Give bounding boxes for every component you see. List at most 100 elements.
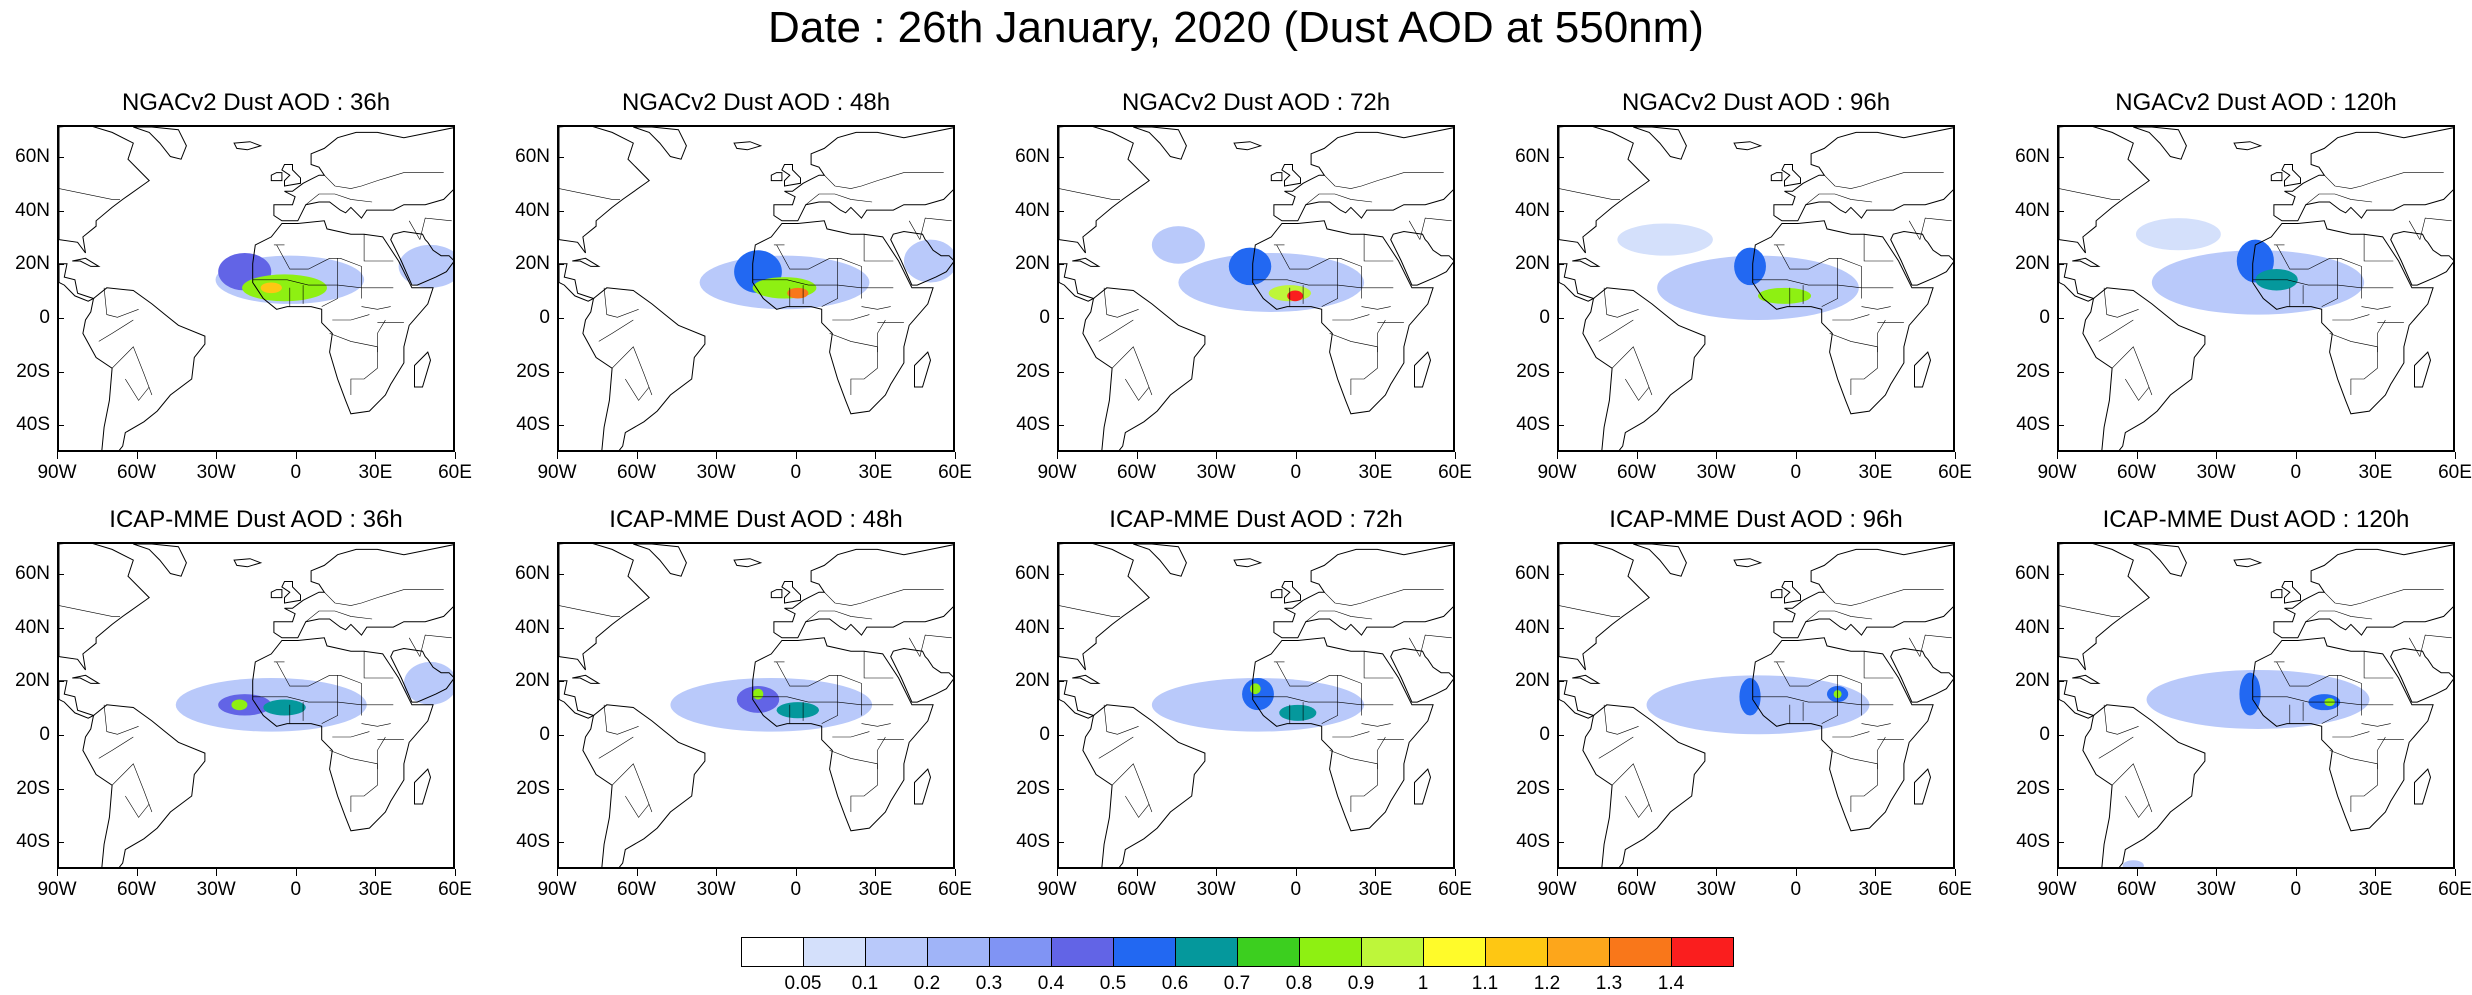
country-border	[805, 610, 873, 622]
country-border	[321, 258, 338, 307]
coastline-britain	[281, 164, 301, 187]
map-panel: ICAP-MME Dust AOD : 96h 60N 40N 20N 0 20S 40S 9…	[1500, 505, 1972, 925]
coastline-africa	[752, 220, 934, 415]
country-border	[2377, 736, 2386, 770]
country-border	[59, 605, 120, 617]
coastline-iceland	[733, 141, 763, 151]
country-border	[1125, 795, 1150, 818]
x-tick-label: 30W	[2196, 462, 2236, 483]
panel-title: ICAP-MME Dust AOD : 96h	[1609, 506, 1903, 533]
dust-plume	[1617, 223, 1713, 256]
dust-plumes	[1617, 223, 1859, 320]
x-tick-mark	[1295, 869, 1297, 876]
x-tick-label: 90W	[37, 462, 77, 483]
x-tick-label: 60E	[2438, 462, 2472, 483]
y-tick-mark	[2057, 317, 2064, 319]
x-tick-mark	[875, 452, 877, 459]
colorbar-label: 1.4	[1657, 973, 1685, 994]
y-tick-label: 20N	[2015, 253, 2050, 275]
y-tick-mark	[1057, 842, 1064, 844]
colorbar-label: 1.1	[1471, 973, 1499, 994]
country-border	[329, 750, 378, 812]
x-tick-mark	[1557, 452, 1558, 459]
country-border	[1598, 736, 1634, 759]
coastline-madagascar	[1914, 351, 1932, 388]
y-tick-mark	[1557, 264, 1564, 266]
coastline-europe	[773, 544, 953, 639]
country-border	[2419, 217, 2452, 240]
coastline-britain	[1781, 581, 1801, 604]
y-tick-label: 20S	[2016, 360, 2050, 382]
coastline-arabia	[1890, 647, 1953, 703]
y-tick-label: 0	[1539, 723, 1550, 745]
y-tick-label: 20S	[1516, 777, 1550, 799]
x-tick-label: 60W	[117, 879, 157, 900]
coastline-britain	[2281, 581, 2301, 604]
colorbar-label: 0.5	[1099, 973, 1127, 994]
country-border	[125, 378, 150, 401]
country-border	[408, 220, 421, 240]
dust-plumes	[1646, 675, 1870, 735]
y-tick-label: 40S	[516, 414, 550, 436]
y-tick-label: 60N	[515, 146, 550, 168]
colorbar-label: 1	[1417, 973, 1429, 994]
coastline-north-america	[2059, 544, 2150, 671]
country-border	[332, 314, 370, 321]
colorbar: 0.05 0.1 0.2 0.3 0.4 0.5 0.6 0.7 0.8 0.9 1 1.1 1.2 1.…	[741, 937, 1734, 994]
figure-title: Date : 26th January, 2020 (Dust AOD at 5…	[768, 3, 1704, 52]
x-tick-mark	[1455, 869, 1456, 876]
x-tick-mark	[716, 452, 718, 459]
x-tick-label: 60W	[1117, 879, 1157, 900]
y-tick-label: 40S	[1516, 831, 1550, 853]
country-border	[1361, 723, 1391, 727]
country-border	[1863, 234, 1894, 262]
country-border	[321, 675, 338, 724]
x-tick-label: 90W	[1037, 462, 1077, 483]
y-tick-label: 20S	[1016, 777, 1050, 799]
country-border	[1321, 675, 1338, 724]
coastline-africa	[252, 220, 434, 415]
country-border	[377, 736, 386, 770]
map-canvas	[2059, 544, 2453, 867]
country-border	[877, 736, 886, 770]
y-tick-label: 20N	[1015, 670, 1050, 692]
x-tick-label: 90W	[1537, 879, 1577, 900]
country-border	[1861, 723, 1891, 727]
country-border	[2059, 188, 2120, 200]
y-tick-label: 60N	[15, 146, 50, 168]
country-border	[625, 378, 650, 401]
coastline-britain	[1281, 164, 1301, 187]
country-border	[2324, 172, 2444, 189]
panel-title: NGACv2 Dust AOD : 48h	[621, 89, 891, 116]
country-border	[252, 696, 394, 706]
colorbar-swatch	[803, 937, 866, 967]
coastline-madagascar	[414, 768, 432, 805]
country-border	[1332, 731, 1370, 738]
colorbar-label: 0.7	[1223, 973, 1251, 994]
coastline-ireland	[270, 589, 283, 599]
y-tick-label: 40S	[2016, 414, 2050, 436]
x-tick-mark	[136, 452, 138, 459]
y-tick-label: 40N	[2015, 199, 2050, 221]
coastline-south-america	[582, 704, 706, 867]
coastline-greenland	[633, 544, 687, 577]
country-border	[832, 314, 870, 321]
dust-plumes	[670, 678, 873, 732]
coastline-madagascar	[2414, 768, 2432, 805]
x-tick-mark	[375, 452, 377, 459]
country-border	[419, 634, 452, 657]
colorbar-label: 0.1	[851, 973, 879, 994]
map-panel: ICAP-MME Dust AOD : 36h 60N 40N 20N 0 20S 40S 9…	[0, 505, 472, 925]
y-tick-mark	[1557, 425, 1564, 427]
x-tick-mark	[636, 452, 638, 459]
coastline-ireland	[270, 172, 283, 182]
country-border	[598, 736, 634, 759]
coastline-madagascar	[914, 351, 932, 388]
country-border	[1611, 346, 1653, 396]
x-tick-mark	[1955, 452, 1956, 459]
map-canvas	[59, 544, 453, 867]
map-canvas	[1059, 544, 1453, 867]
y-tick-label: 40N	[515, 616, 550, 638]
y-tick-mark	[1057, 157, 1064, 159]
country-border	[877, 319, 886, 353]
